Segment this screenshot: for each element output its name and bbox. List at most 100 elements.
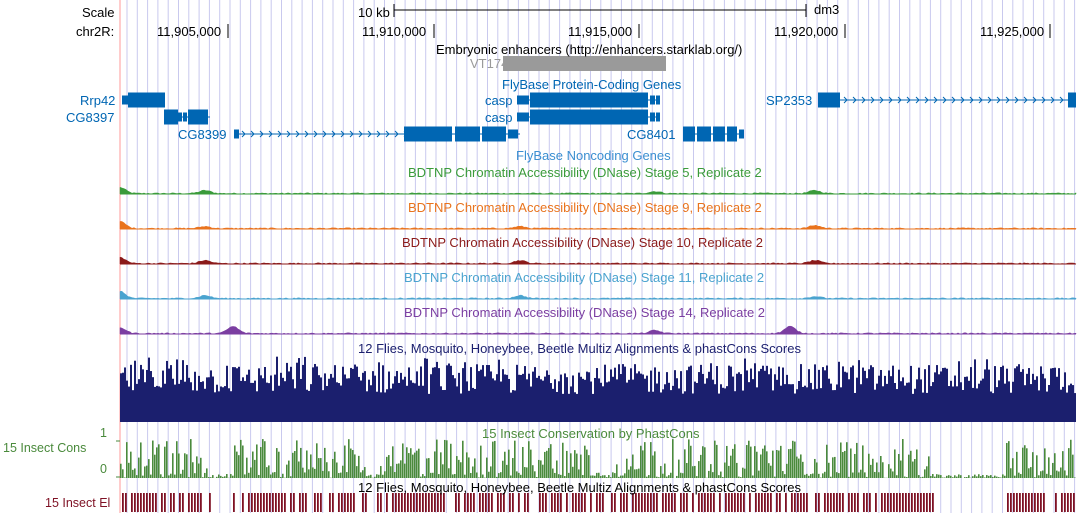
phastcons-bar — [180, 473, 182, 478]
phastcons-bar — [352, 450, 354, 478]
multiz-bar — [872, 367, 874, 422]
phastcons-bar — [522, 446, 524, 478]
conserved-element — [152, 493, 154, 512]
phastcons-bar — [472, 466, 474, 478]
conserved-element — [818, 493, 820, 512]
phastcons-bar — [940, 475, 942, 478]
multiz-bar — [846, 372, 848, 422]
multiz-bar — [226, 365, 228, 422]
multiz-bar — [794, 393, 796, 422]
cg8399-exon — [482, 126, 506, 142]
phastcons-bar — [184, 453, 186, 478]
sp2353-strand-arrow — [852, 96, 857, 104]
phastcons-bar — [202, 477, 204, 478]
multiz-bar — [1008, 381, 1010, 422]
conserved-element — [191, 493, 193, 512]
multiz-bar — [318, 375, 320, 422]
phastcons-bar — [218, 474, 220, 478]
phastcons-bar — [1012, 458, 1014, 478]
sp2353-strand-arrow — [906, 96, 911, 104]
conserved-element — [497, 493, 499, 512]
phastcons-bar — [272, 472, 274, 478]
conserved-element — [638, 493, 640, 512]
multiz-bar — [162, 370, 164, 422]
multiz-bar — [736, 373, 738, 422]
phastcons-bar — [400, 460, 402, 478]
phastcons-bar — [200, 457, 202, 478]
multiz-bar — [464, 362, 466, 422]
multiz-bar — [440, 386, 442, 422]
phastcons-bar — [406, 447, 408, 478]
multiz-bar — [1006, 368, 1008, 422]
dnase-stage14-signal — [119, 325, 1077, 335]
multiz-bar — [1046, 391, 1048, 422]
phastcons-bar — [474, 458, 476, 478]
gene-label-casp-1[interactable]: casp — [485, 93, 513, 108]
multiz-bar — [172, 378, 174, 422]
conserved-element — [344, 493, 346, 512]
multiz-bar — [864, 370, 866, 422]
gene-label-sp2353[interactable]: SP2353 — [766, 93, 813, 108]
multiz-bar — [524, 366, 526, 422]
phastcons-bar — [154, 454, 156, 478]
conserved-element — [485, 493, 487, 512]
gene-label-cg8399[interactable]: CG8399 — [178, 127, 227, 142]
phastcons-bar — [160, 474, 162, 478]
multiz-bar — [926, 392, 928, 422]
gene-label-cg8401[interactable]: CG8401 — [627, 127, 676, 142]
phastcons-bar — [678, 459, 680, 478]
multiz-bar — [478, 371, 480, 422]
elements-side-label[interactable]: 15 Insect El — [45, 496, 111, 510]
phastcons-bar — [478, 477, 480, 478]
multiz-bar — [602, 386, 604, 422]
multiz-track-title: 12 Flies, Mosquito, Honeybee, Beetle Mul… — [358, 341, 801, 356]
multiz-bar — [348, 378, 350, 422]
phastcons-bar — [436, 439, 438, 478]
phastcons-bar — [188, 477, 190, 478]
multiz-bar — [646, 375, 648, 422]
phastcons-bar — [946, 475, 948, 478]
phastcons-bar — [900, 460, 902, 478]
rrp42-exon — [128, 92, 165, 108]
conserved-element — [911, 493, 913, 512]
sp2353-strand-arrow — [942, 96, 947, 104]
phastcons-side-label[interactable]: 15 Insect Cons — [3, 441, 87, 455]
conserved-element — [347, 493, 349, 512]
multiz-bar — [448, 363, 450, 422]
gene-label-rrp42[interactable]: Rrp42 — [80, 93, 116, 108]
phastcons-bar — [576, 453, 578, 478]
conserved-element — [923, 493, 925, 512]
conserved-element — [440, 493, 442, 512]
multiz-bar — [498, 359, 500, 422]
multiz-bar — [128, 386, 130, 422]
multiz-bar — [814, 364, 816, 422]
conserved-element — [146, 493, 148, 512]
phastcons-bar — [536, 477, 538, 478]
scale-bar-text: 10 kb — [358, 5, 390, 20]
multiz-bar — [890, 376, 892, 422]
conserved-element — [929, 493, 931, 512]
phastcons-bar — [416, 450, 418, 478]
multiz-bar — [260, 375, 262, 422]
multiz-bar — [1000, 366, 1002, 422]
conserved-element — [299, 493, 301, 512]
conserved-element — [329, 493, 331, 512]
multiz-bar — [542, 380, 544, 422]
phastcons-bar — [364, 467, 366, 478]
gene-label-casp-2[interactable]: casp — [485, 110, 513, 125]
phastcons-bar — [954, 475, 956, 478]
sp2353-strand-arrow — [1023, 96, 1028, 104]
multiz-bar — [1044, 378, 1046, 422]
phastcons-bar — [150, 474, 152, 478]
gene-label-cg8397[interactable]: CG8397 — [66, 110, 115, 125]
multiz-bar — [568, 393, 570, 422]
multiz-bar — [666, 372, 668, 422]
multiz-bar — [250, 382, 252, 422]
multiz-bar — [954, 375, 956, 422]
phastcons-bar — [390, 466, 392, 478]
conserved-element — [785, 493, 787, 512]
phastcons-bar — [614, 473, 616, 478]
phastcons-bar — [682, 473, 684, 478]
enhancer-feature-label[interactable]: VT17470 — [470, 56, 523, 71]
